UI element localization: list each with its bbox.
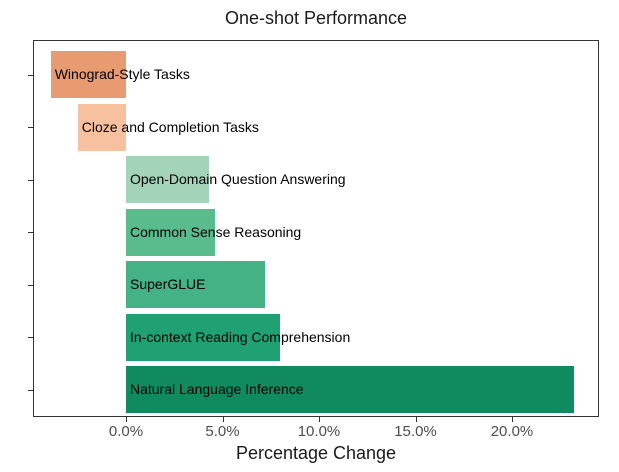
bar-winograd-style-tasks <box>50 51 126 98</box>
bar-superglue <box>126 261 265 308</box>
x-axis-tick <box>222 417 224 422</box>
bar-natural-language-inference <box>126 366 574 413</box>
chart-title: One-shot Performance <box>224 8 408 28</box>
bar-label-natural-language-inference: Natural Language Inference <box>130 381 304 397</box>
y-axis-tick <box>28 284 33 286</box>
bar-label-superglue: SuperGLUE <box>130 276 206 292</box>
x-axis-tick-label: 0.0% <box>108 423 144 440</box>
y-axis-tick <box>28 179 33 181</box>
y-axis-tick <box>28 389 33 391</box>
x-axis-tick-label: 15.0% <box>394 423 437 440</box>
x-axis-tick <box>319 417 320 422</box>
y-axis-tick <box>28 232 33 233</box>
y-axis-tick <box>28 337 33 338</box>
x-axis-title: Percentage Change <box>235 443 397 463</box>
bar-label-cloze-and-completion-tasks: Cloze and Completion Tasks <box>81 118 259 135</box>
x-axis-tick <box>126 417 127 422</box>
y-axis-tick <box>28 74 33 76</box>
bar-label-common-sense-reasoning: Common Sense Reasoning <box>130 223 302 240</box>
x-axis-tick-label: 20.0% <box>490 423 534 440</box>
bar-label-open-domain-question-answering: Open-Domain Question Answering <box>130 171 346 187</box>
x-axis-tick <box>512 417 513 422</box>
bar-in-context-reading-comprehension <box>126 313 281 361</box>
bar-label-in-context-reading-comprehension: In-context Reading Comprehension <box>130 328 351 345</box>
x-axis-tick-label: 5.0% <box>205 423 240 440</box>
bar-cloze-and-completion-tasks <box>77 103 126 151</box>
y-axis-tick <box>28 127 33 128</box>
bar-common-sense-reasoning <box>126 208 215 256</box>
bar-label-winograd-style-tasks: Winograd-Style Tasks <box>54 66 190 82</box>
bar-open-domain-question-answering <box>126 156 209 203</box>
x-axis-tick-label: 10.0% <box>297 423 341 440</box>
x-axis-tick <box>415 417 417 422</box>
